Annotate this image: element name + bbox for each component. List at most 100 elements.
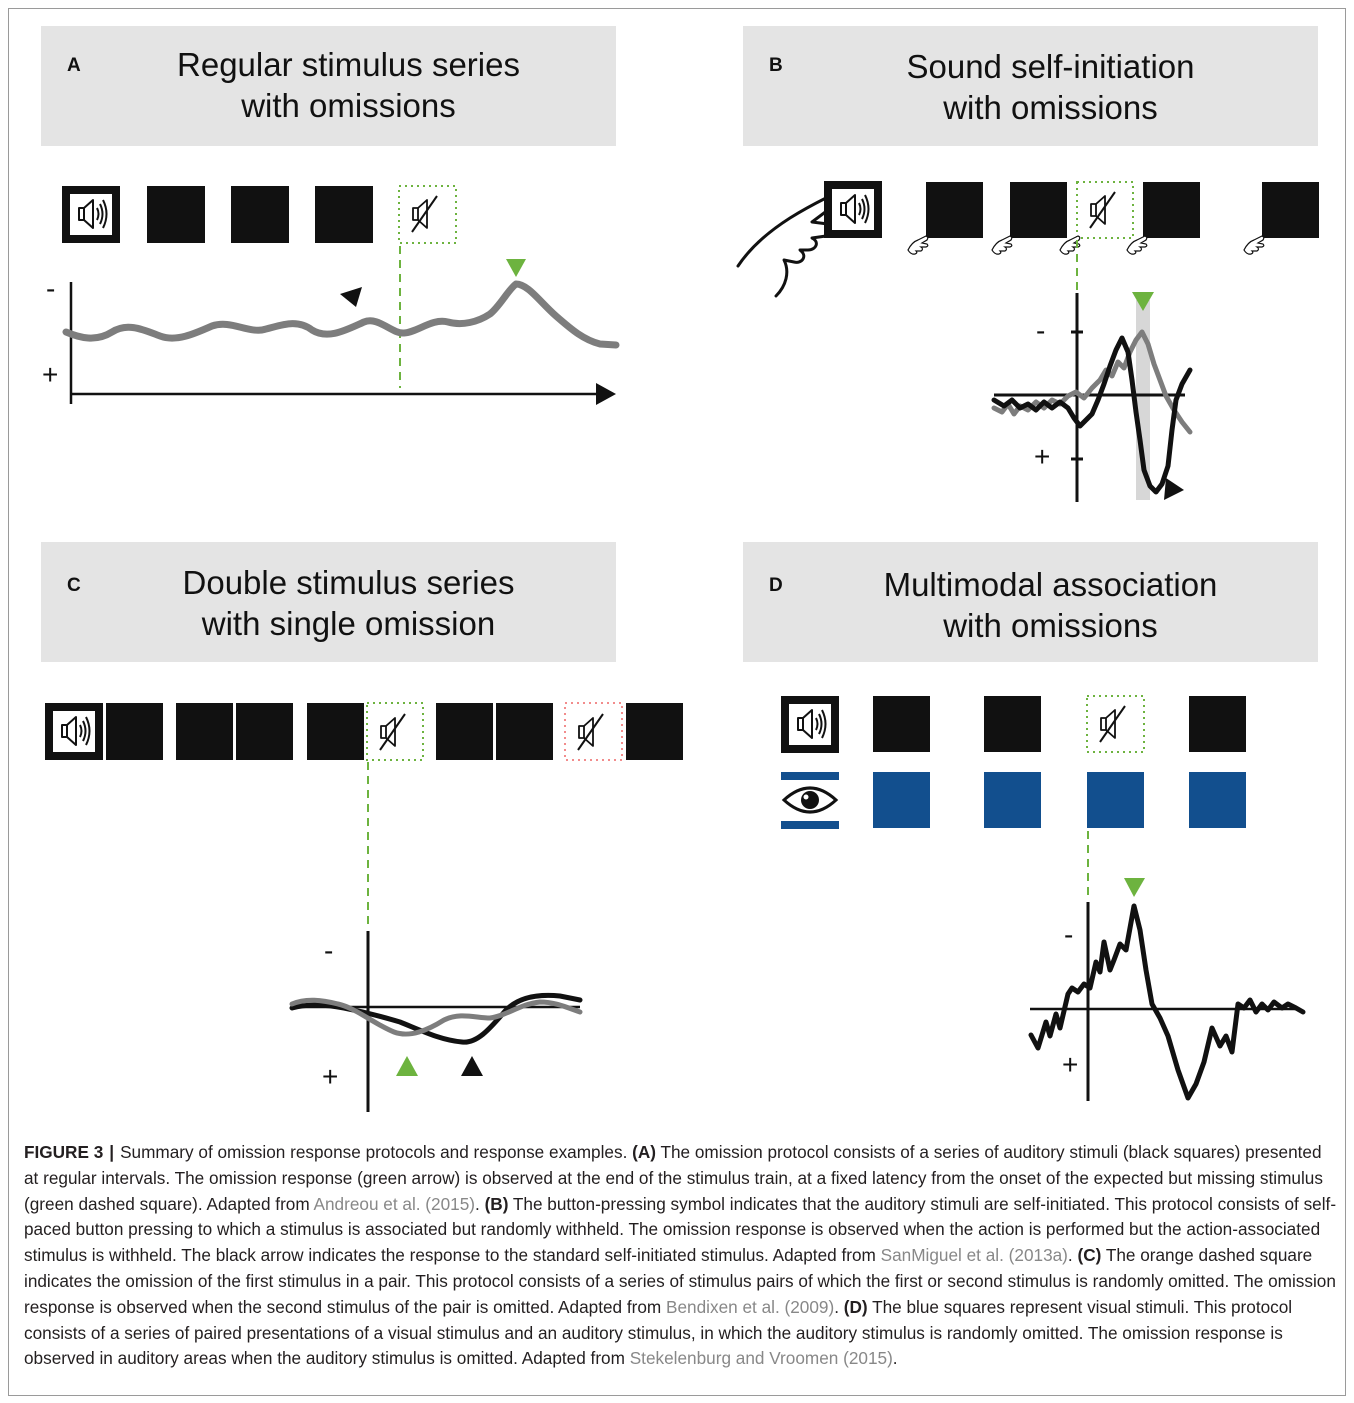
standard-response-trace [991, 335, 1193, 495]
panel-d-title: Multimodal association with omissions [803, 564, 1298, 646]
omission-response-trace [289, 997, 583, 1037]
figure-frame [8, 8, 1346, 1396]
figure-artwork: - + - + [42, 181, 1319, 1112]
button-press-icon [1243, 235, 1265, 255]
omitted-stimulus [398, 185, 457, 244]
panel-a-minus-label: - [46, 273, 55, 304]
auditory-stimulus-square [147, 186, 205, 243]
caption-a-reference-link[interactable]: Andreou et al. (2015) [313, 1193, 475, 1214]
standard-response-marker [461, 1056, 483, 1076]
caption-d-label: (D) [843, 1296, 868, 1317]
omission-response-marker [1132, 292, 1154, 311]
omitted-second-stimulus [366, 702, 424, 761]
panel-c-header: C Double stimulus series with single omi… [41, 542, 616, 662]
omission-response-marker [1124, 878, 1145, 897]
visual-stimulus-square [1189, 772, 1246, 828]
panel-c-plus-label: + [322, 1061, 338, 1092]
panel-b-header: B Sound self-initiation with omissions [743, 26, 1318, 146]
auditory-stimulus-square [984, 696, 1041, 752]
caption-c-text: The orange dashed square indicates the o… [24, 1245, 1336, 1317]
panel-b-plus-label: + [1034, 441, 1050, 472]
panel-b-art [736, 181, 1319, 502]
speaker-stimulus [781, 696, 839, 753]
visual-stimulus-eye [781, 772, 839, 829]
figure-caption: FIGURE 3 | Summary of omission response pr… [24, 1142, 1337, 1369]
panel-c-title: Double stimulus series with single omiss… [101, 562, 596, 644]
auditory-stimulus-square [626, 703, 683, 760]
speaker-stimulus [45, 703, 103, 760]
eye-icon [781, 786, 839, 814]
auditory-stimulus-square [873, 696, 930, 752]
caption-a-text: The omission protocol consists of a seri… [24, 1142, 1323, 1214]
speaker-stimulus [62, 186, 120, 243]
muted-speaker-icon [1089, 191, 1116, 229]
panel-a-art [62, 185, 620, 405]
panel-a-letter: A [67, 55, 81, 76]
panel-d-minus-label: - [1064, 919, 1073, 950]
panel-c-art [45, 702, 683, 1112]
auditory-stimulus-square [176, 703, 233, 760]
panel-c-minus-label: - [324, 935, 333, 966]
auditory-stimulus-square [315, 186, 373, 243]
speaker-stimulus [824, 181, 882, 238]
panel-d-plus-label: + [1062, 1049, 1078, 1080]
omission-response-marker [506, 259, 526, 277]
caption-c-label: (C) [1077, 1245, 1102, 1266]
auditory-stimulus-square [496, 703, 553, 760]
caption-intro: Summary of omission response protocols a… [120, 1142, 628, 1162]
panel-a-title-line2: with omissions [241, 87, 456, 124]
muted-speaker-icon [379, 713, 406, 751]
caption-c-reference-link[interactable]: Bendixen et al. (2009) [666, 1296, 835, 1317]
panel-d-header: D Multimodal association with omissions [743, 542, 1318, 662]
caption-d-text: The blue squares represent visual stimul… [24, 1296, 1293, 1369]
panel-c-letter: C [67, 575, 81, 596]
panel-d-title-line2: with omissions [943, 607, 1158, 644]
button-press-icon [991, 235, 1013, 255]
panel-d-letter: D [769, 575, 783, 596]
auditory-stimulus-square [1262, 182, 1319, 238]
auditory-stimulus-square [926, 182, 983, 238]
caption-b-text: The button-pressing symbol indicates tha… [24, 1193, 1337, 1266]
auditory-stimulus-square [106, 703, 163, 760]
auditory-stimulus-square [1010, 182, 1067, 238]
auditory-stimulus-square [231, 186, 289, 243]
omission-response-trace [991, 329, 1193, 435]
panel-c-title-line2: with single omission [201, 605, 496, 642]
omission-response-trace [62, 280, 620, 349]
panel-a-title: Regular stimulus series with omissions [101, 44, 596, 126]
panel-b-title-line2: with omissions [943, 89, 1158, 126]
omission-response-marker [396, 1056, 418, 1076]
omitted-first-stimulus [564, 702, 623, 761]
panel-b-title-line1: Sound self-initiation [906, 48, 1195, 85]
visual-stimulus-square [1087, 772, 1144, 828]
caption-b-label: (B) [484, 1193, 509, 1214]
panel-d-art [781, 695, 1306, 1101]
caption-separator: | [109, 1142, 115, 1162]
auditory-stimulus-square [236, 703, 293, 760]
standard-response-marker [340, 287, 362, 307]
caption-a-label: (A) [632, 1142, 657, 1162]
auditory-stimulus-square [1189, 696, 1246, 752]
panel-a-title-line1: Regular stimulus series [177, 46, 520, 83]
visual-stimulus-square [984, 772, 1041, 828]
caption-d-reference-link[interactable]: Stekelenburg and Vroomen (2015) [629, 1348, 893, 1369]
omitted-stimulus [1076, 181, 1134, 239]
omitted-stimulus [1086, 695, 1145, 753]
auditory-stimulus-square [436, 703, 493, 760]
panel-a-plus-label: + [42, 359, 58, 390]
panel-d-title-line1: Multimodal association [883, 566, 1218, 603]
panel-b-title: Sound self-initiation with omissions [803, 46, 1298, 128]
muted-speaker-icon [1099, 705, 1126, 743]
caption-b-reference-link[interactable]: SanMiguel et al. (2013a) [880, 1245, 1068, 1266]
muted-speaker-icon [577, 713, 604, 751]
muted-speaker-icon [411, 195, 438, 233]
standard-response-marker [1164, 478, 1184, 500]
panel-b-letter: B [769, 55, 783, 76]
x-axis-arrowhead [596, 383, 616, 405]
omission-response-trace [1028, 903, 1306, 1101]
panel-c-title-line1: Double stimulus series [182, 564, 515, 601]
visual-stimulus-square [873, 772, 930, 828]
figure-label: FIGURE 3 [24, 1142, 104, 1162]
pointing-hand-icon [736, 195, 836, 298]
button-press-icon [907, 235, 929, 255]
